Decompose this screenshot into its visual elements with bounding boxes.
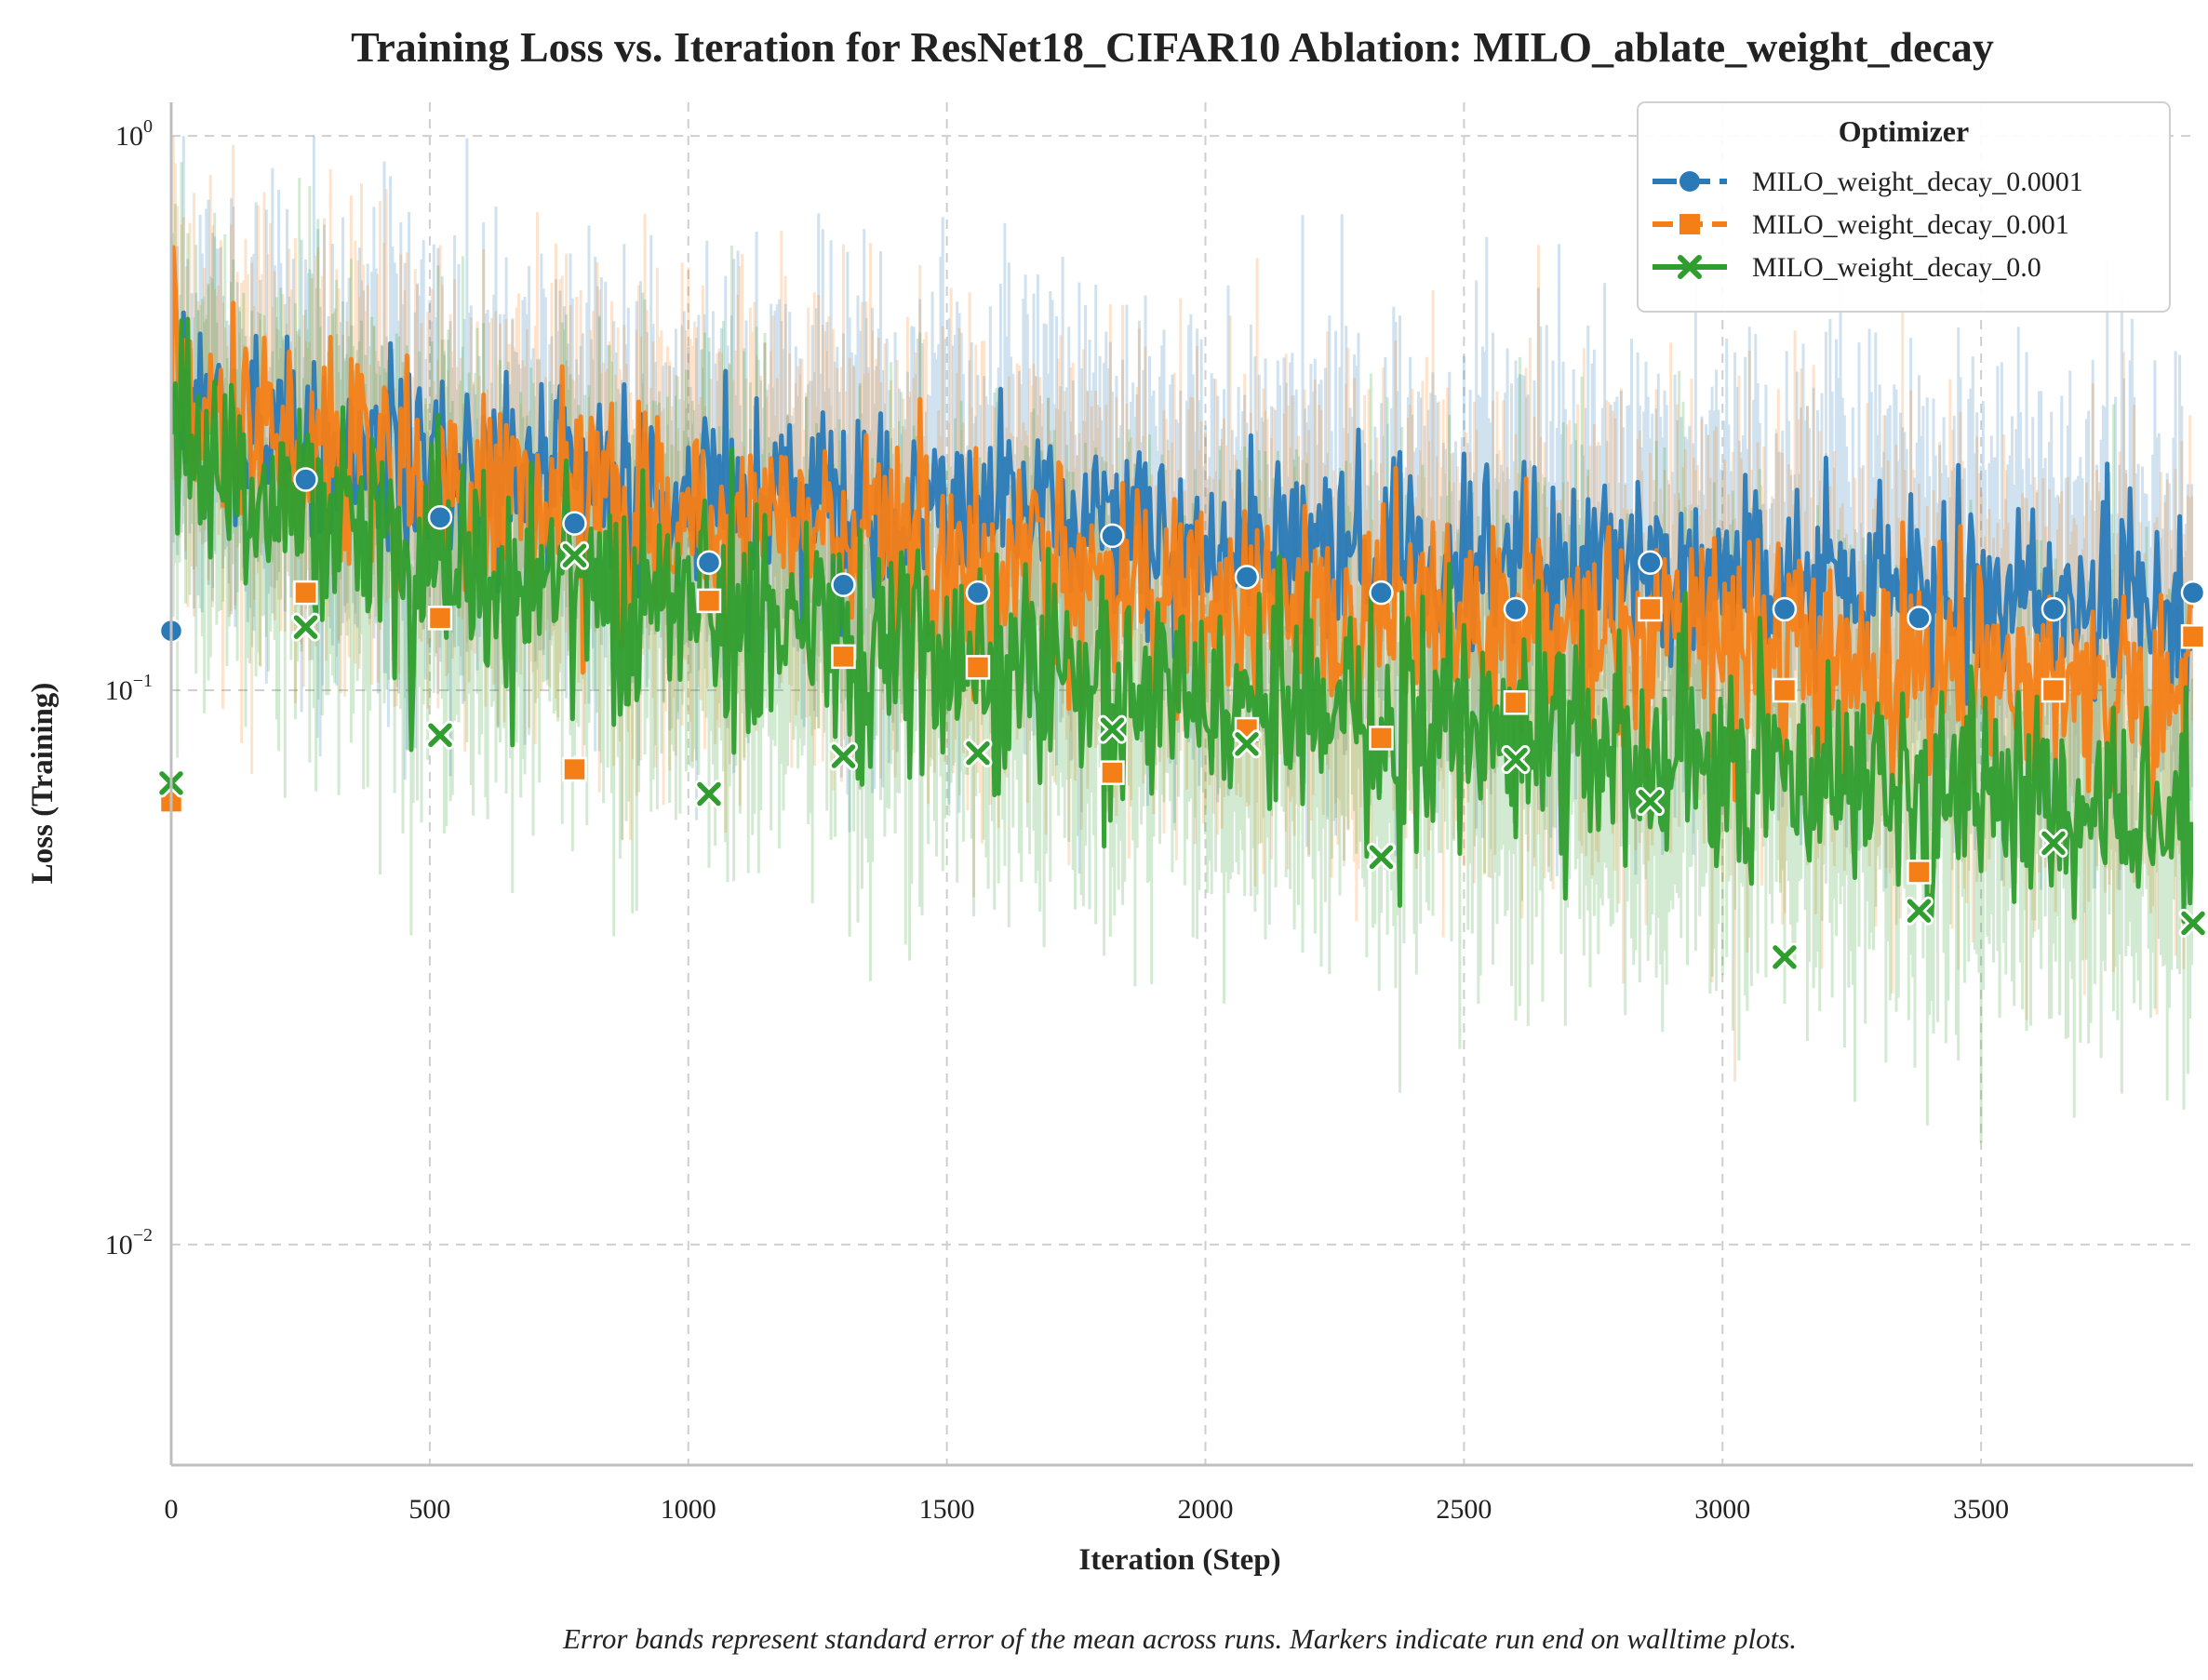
marker-x-stroke [1369, 845, 1394, 870]
marker-MILO_weight_decay_0.0001 [831, 572, 856, 597]
marker-x-stroke [1638, 789, 1663, 814]
marker-MILO_weight_decay_0.0001 [1234, 565, 1260, 590]
marker-MILO_weight_decay_0.0 [1635, 787, 1665, 817]
marker-MILO_weight_decay_0.001 [427, 606, 453, 631]
series-lines [171, 245, 2193, 925]
y-tick-label: 10−2 [105, 1225, 153, 1260]
x-axis-label: Iteration (Step) [1078, 1543, 1280, 1577]
chart-title: Training Loss vs. Iteration for ResNet18… [351, 23, 1994, 71]
legend-label: MILO_weight_decay_0.0 [1752, 252, 2041, 283]
legend-frame [1637, 101, 2171, 313]
marker-MILO_weight_decay_0.001 [1772, 677, 1798, 703]
marker-x-stroke [697, 781, 721, 807]
x-tick-label: 2000 [1178, 1494, 1234, 1525]
marker-x-stroke [966, 740, 990, 766]
x-tick-label: 500 [408, 1494, 450, 1525]
legend-title: Optimizer [1839, 114, 1969, 148]
marker-MILO_weight_decay_0.0 [559, 540, 589, 570]
marker-MILO_weight_decay_0.0 [1770, 942, 1800, 972]
marker-MILO_weight_decay_0.001 [293, 580, 318, 606]
marker-x-stroke [831, 744, 856, 768]
marker-MILO_weight_decay_0.0 [694, 780, 724, 809]
marker-x-stroke [1907, 899, 1932, 923]
legend-swatch-marker [1679, 171, 1700, 192]
marker-MILO_weight_decay_0.0 [1232, 729, 1262, 759]
series-line-MILO_weight_decay_0.0 [171, 316, 2193, 925]
marker-MILO_weight_decay_0.001 [1100, 760, 1125, 785]
marker-x-stroke [1773, 945, 1797, 969]
marker-MILO_weight_decay_0.0001 [1638, 550, 1663, 575]
legend-item-MILO_weight_decay_0.0001: MILO_weight_decay_0.0001 [1653, 167, 2083, 197]
marker-MILO_weight_decay_0.0 [1366, 842, 1396, 872]
marker-MILO_weight_decay_0.001 [1638, 596, 1663, 622]
marker-MILO_weight_decay_0.001 [2180, 624, 2206, 649]
marker-MILO_weight_decay_0.0 [1097, 714, 1127, 744]
marker-MILO_weight_decay_0.001 [1369, 726, 1394, 751]
marker-MILO_weight_decay_0.0001 [293, 467, 318, 492]
marker-MILO_weight_decay_0.0001 [1772, 596, 1798, 622]
axes [169, 102, 2193, 1467]
x-tick-label: 3500 [1953, 1494, 2009, 1525]
marker-MILO_weight_decay_0.001 [2041, 677, 2067, 703]
marker-x-stroke [1100, 717, 1125, 741]
y-tick-label: 10−1 [105, 671, 153, 706]
marker-x-stroke [2181, 911, 2205, 936]
marker-MILO_weight_decay_0.001 [1907, 860, 1932, 885]
x-tick-labels: 0 500 1000 1500 2000 2500 3000 3500 [165, 1494, 2010, 1525]
marker-x-stroke [562, 543, 587, 567]
marker-x-stroke [1504, 747, 1528, 772]
marker-x-stroke [1235, 732, 1259, 756]
marker-MILO_weight_decay_0.0001 [696, 550, 722, 575]
marker-MILO_weight_decay_0.0001 [1100, 523, 1125, 549]
marker-MILO_weight_decay_0.0 [290, 612, 320, 642]
y-axis-label: Loss (Training) [26, 683, 60, 885]
marker-MILO_weight_decay_0.001 [1503, 690, 1529, 715]
marker-MILO_weight_decay_0.0001 [427, 505, 453, 530]
legend-label: MILO_weight_decay_0.0001 [1752, 167, 2083, 197]
marker-MILO_weight_decay_0.0 [2039, 828, 2068, 858]
marker-MILO_weight_decay_0.0001 [1369, 580, 1394, 606]
marker-MILO_weight_decay_0.0 [1904, 896, 1934, 926]
series-markers [156, 467, 2208, 972]
marker-MILO_weight_decay_0.0001 [1907, 606, 1932, 631]
marker-MILO_weight_decay_0.0001 [2180, 580, 2206, 606]
marker-MILO_weight_decay_0.0001 [965, 580, 991, 606]
x-tick-label: 1000 [661, 1494, 716, 1525]
marker-x-stroke [428, 723, 452, 747]
y-tick-label: 100 [115, 116, 153, 152]
marker-MILO_weight_decay_0.001 [965, 655, 991, 680]
marker-MILO_weight_decay_0.001 [831, 644, 856, 670]
marker-MILO_weight_decay_0.0 [2178, 908, 2208, 938]
chart-caption: Error bands represent standard error of … [562, 1622, 1797, 1655]
marker-MILO_weight_decay_0.0 [425, 720, 455, 750]
marker-x-stroke [293, 615, 318, 639]
marker-MILO_weight_decay_0.0 [1501, 744, 1531, 774]
legend-swatch-marker [1678, 255, 1702, 279]
marker-MILO_weight_decay_0.0001 [1503, 596, 1529, 622]
legend-item-MILO_weight_decay_0.001: MILO_weight_decay_0.001 [1653, 209, 2069, 240]
marker-MILO_weight_decay_0.0 [828, 741, 858, 771]
y-tick-labels: 100 10−1 10−2 [105, 116, 153, 1260]
legend-item-MILO_weight_decay_0.0: MILO_weight_decay_0.0 [1653, 252, 2041, 283]
legend-swatch-marker [1679, 214, 1700, 234]
legend-label: MILO_weight_decay_0.001 [1752, 209, 2069, 240]
legend: Optimizer MILO_weight_decay_0.0001 MILO_w… [1637, 101, 2171, 313]
grid [171, 102, 2193, 1465]
x-tick-label: 1500 [919, 1494, 975, 1525]
x-tick-label: 2500 [1436, 1494, 1492, 1525]
marker-MILO_weight_decay_0.001 [562, 756, 587, 782]
x-tick-label: 0 [165, 1494, 179, 1525]
marker-MILO_weight_decay_0.0001 [562, 511, 587, 536]
x-tick-label: 3000 [1694, 1494, 1750, 1525]
marker-MILO_weight_decay_0.001 [696, 588, 722, 614]
marker-MILO_weight_decay_0.0001 [2041, 596, 2067, 622]
marker-x-stroke [2041, 831, 2066, 856]
marker-MILO_weight_decay_0.0 [963, 739, 993, 768]
series-line-MILO_weight_decay_0.001 [171, 245, 2193, 816]
